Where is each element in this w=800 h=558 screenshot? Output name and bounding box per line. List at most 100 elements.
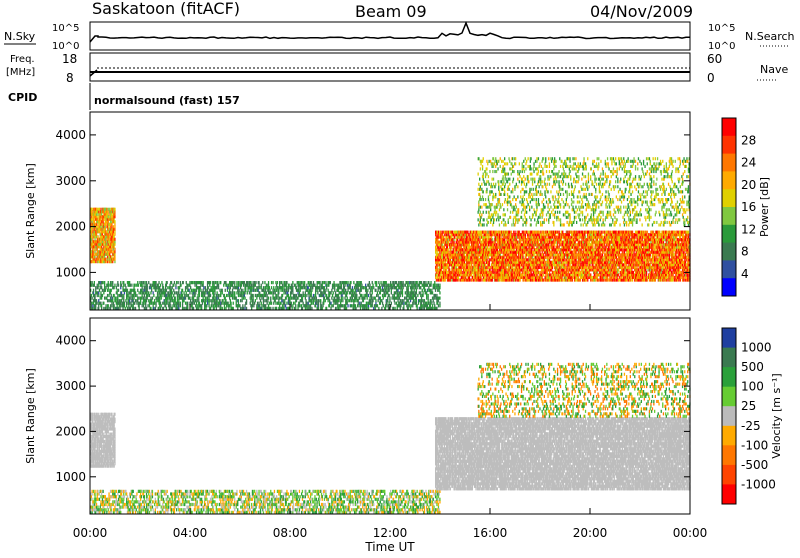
data-cell (167, 286, 168, 289)
data-cell (186, 291, 187, 294)
data-cell (108, 299, 109, 302)
data-cell (149, 294, 150, 297)
data-cell (275, 302, 276, 305)
data-cell (161, 304, 162, 307)
data-cell (182, 289, 183, 292)
data-cell (152, 297, 153, 300)
data-cell (187, 302, 188, 305)
data-cell (114, 248, 115, 251)
data-cell (411, 304, 412, 307)
data-cell (481, 279, 482, 282)
data-cell (422, 299, 423, 302)
data-cell (226, 294, 227, 297)
data-cell (147, 304, 148, 307)
data-cell (487, 231, 488, 234)
data-cell (419, 299, 420, 302)
data-cell (183, 281, 184, 284)
nave-label: Nave (760, 63, 788, 76)
data-cell (347, 299, 348, 302)
data-cell (147, 284, 148, 287)
data-cell (492, 238, 493, 241)
data-cell (203, 281, 204, 284)
data-cell (311, 281, 312, 284)
data-cell (267, 284, 268, 287)
data-cell (144, 281, 145, 284)
data-cell (366, 286, 367, 289)
data-cell (353, 289, 354, 292)
data-cell (442, 231, 443, 234)
data-cell (108, 284, 109, 287)
data-cell (255, 299, 256, 302)
data-cell (402, 299, 403, 302)
data-cell (319, 281, 320, 284)
data-cell (434, 281, 435, 284)
data-cell (247, 281, 248, 284)
data-cell (295, 304, 296, 307)
data-cell (417, 294, 418, 297)
data-cell (292, 281, 293, 284)
data-cell (103, 281, 104, 284)
nave-tick-bottom: 0 (707, 71, 715, 85)
nsky-label: N.Sky (4, 30, 36, 43)
data-cell (383, 304, 384, 307)
data-cell (137, 289, 138, 292)
freq-label-1: Freq. (10, 54, 35, 65)
data-cell (432, 304, 433, 307)
data-cell (240, 299, 241, 302)
freq-label-2: [MHz] (6, 67, 35, 78)
data-cell (115, 297, 116, 300)
data-cell (103, 302, 104, 305)
date-title: 04/Nov/2009 (590, 2, 693, 21)
data-cell (324, 286, 325, 289)
data-cell (220, 281, 221, 284)
data-cell (117, 289, 118, 292)
data-cell (294, 294, 295, 297)
data-cell (350, 281, 351, 284)
data-cell (416, 297, 417, 300)
data-cell (110, 304, 111, 307)
cpid-text: normalsound (fast) 157 (94, 94, 240, 107)
data-cell (233, 302, 234, 305)
data-cell (271, 286, 272, 289)
data-cell (264, 299, 265, 302)
data-cell (104, 281, 105, 284)
data-cell (420, 286, 421, 289)
data-cell (114, 220, 115, 223)
data-cell (238, 281, 239, 284)
data-cell (267, 294, 268, 297)
data-cell (214, 281, 215, 284)
data-cell (286, 286, 287, 289)
data-cell (316, 297, 317, 300)
data-cell (375, 299, 376, 302)
data-cell (155, 281, 156, 284)
data-cell (210, 294, 211, 297)
data-cell (143, 281, 144, 284)
data-cell (391, 302, 392, 305)
data-cell (160, 284, 161, 287)
data-cell (131, 284, 132, 287)
data-cell (331, 304, 332, 307)
station-title: Saskatoon (fitACF) (92, 0, 240, 18)
data-cell (271, 281, 272, 284)
data-cell (189, 291, 190, 294)
data-cell (117, 294, 118, 297)
data-cell (174, 291, 175, 294)
data-cell (276, 294, 277, 297)
data-cell (292, 297, 293, 300)
data-cell (333, 291, 334, 294)
data-cell (124, 302, 125, 305)
data-cell (271, 291, 272, 294)
data-cell (386, 281, 387, 284)
data-cell (118, 289, 119, 292)
data-cell (342, 304, 343, 307)
data-cell (218, 294, 219, 297)
data-cell (178, 281, 179, 284)
data-cell (269, 302, 270, 305)
data-cell (136, 284, 137, 287)
data-cell (236, 281, 237, 284)
data-cell (303, 294, 304, 297)
freq-tick-top: 18 (62, 52, 77, 66)
data-cell (422, 291, 423, 294)
data-cell (375, 289, 376, 292)
